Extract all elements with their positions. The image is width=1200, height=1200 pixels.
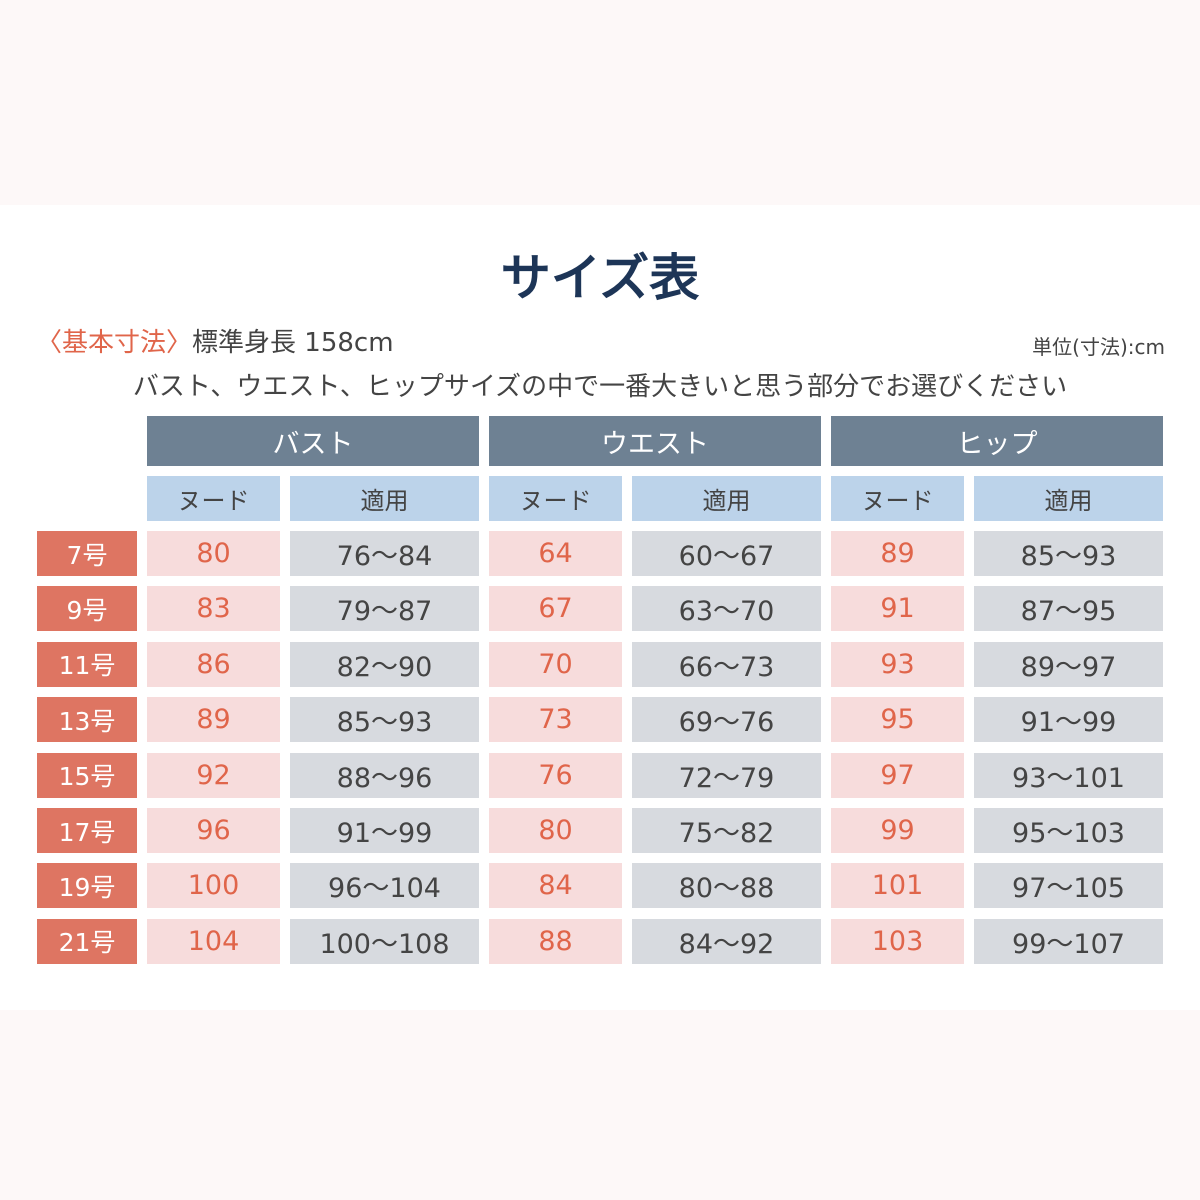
- nude-cell: 64: [489, 531, 622, 576]
- fit-cell: 91～99: [290, 808, 479, 853]
- sub-header: ヌード: [831, 476, 964, 521]
- row-header: 17号: [37, 808, 137, 853]
- row-header: 19号: [37, 863, 137, 909]
- fit-cell: 60～67: [632, 531, 821, 576]
- nude-cell: 89: [147, 697, 280, 743]
- fit-cell: 88～96: [290, 752, 479, 798]
- group-header: ヒップ: [831, 416, 1163, 466]
- basis: 〈基本寸法〉標準身長 158cm: [36, 322, 394, 359]
- basis-label: 〈基本寸法〉: [36, 328, 193, 358]
- fit-cell: 89～97: [974, 641, 1163, 687]
- fit-cell: 87～95: [974, 586, 1163, 632]
- nude-cell: 99: [831, 808, 964, 853]
- nude-cell: 91: [831, 586, 964, 632]
- nude-cell: 95: [831, 697, 964, 743]
- nude-cell: 93: [831, 641, 964, 687]
- row-header: 9号: [37, 586, 137, 632]
- fit-cell: 75～82: [632, 808, 821, 853]
- row-header: 15号: [37, 752, 137, 798]
- fit-cell: 85～93: [290, 697, 479, 743]
- nude-cell: 73: [489, 697, 622, 743]
- title: サイズ表: [500, 249, 700, 307]
- fit-cell: 99～107: [974, 918, 1163, 964]
- fit-cell: 79～87: [290, 586, 479, 632]
- nude-cell: 88: [489, 918, 622, 964]
- sub-header: 適用: [632, 476, 821, 521]
- nude-cell: 80: [489, 808, 622, 853]
- sub-header: 適用: [974, 476, 1163, 521]
- row-header: 11号: [37, 641, 137, 687]
- fit-cell: 97～105: [974, 863, 1163, 909]
- fit-cell: 69～76: [632, 697, 821, 743]
- fit-cell: 72～79: [632, 752, 821, 798]
- nude-cell: 76: [489, 752, 622, 798]
- fit-cell: 100～108: [290, 918, 479, 964]
- sub-header: 適用: [290, 476, 479, 521]
- sub-header: ヌード: [147, 476, 280, 521]
- fit-cell: 84～92: [632, 918, 821, 964]
- row-header: 13号: [37, 697, 137, 743]
- nude-cell: 84: [489, 863, 622, 909]
- nude-cell: 100: [147, 863, 280, 909]
- note: バスト、ウエスト、ヒップサイズの中で一番大きいと思う部分でお選びください: [132, 372, 1068, 402]
- group-header: ウエスト: [489, 416, 821, 466]
- fit-cell: 76～84: [290, 531, 479, 576]
- nude-cell: 96: [147, 808, 280, 853]
- nude-cell: 97: [831, 752, 964, 798]
- basis-text: 標準身長 158cm: [192, 328, 394, 358]
- fit-cell: 63～70: [632, 586, 821, 632]
- fit-cell: 96～104: [290, 863, 479, 909]
- fit-cell: 66～73: [632, 641, 821, 687]
- unit: 単位(寸法):cm: [1032, 335, 1165, 359]
- row-header: 21号: [37, 918, 137, 964]
- sub-header: ヌード: [489, 476, 622, 521]
- nude-cell: 104: [147, 918, 280, 964]
- nude-cell: 92: [147, 752, 280, 798]
- fit-cell: 82～90: [290, 641, 479, 687]
- fit-cell: 85～93: [974, 531, 1163, 576]
- fit-cell: 80～88: [632, 863, 821, 909]
- fit-cell: 93～101: [974, 752, 1163, 798]
- nude-cell: 83: [147, 586, 280, 632]
- nude-cell: 70: [489, 641, 622, 687]
- nude-cell: 89: [831, 531, 964, 576]
- group-header: バスト: [147, 416, 479, 466]
- nude-cell: 86: [147, 641, 280, 687]
- nude-cell: 103: [831, 918, 964, 964]
- nude-cell: 67: [489, 586, 622, 632]
- fit-cell: 95～103: [974, 808, 1163, 853]
- row-header: 7号: [37, 531, 137, 576]
- fit-cell: 91～99: [974, 697, 1163, 743]
- nude-cell: 101: [831, 863, 964, 909]
- nude-cell: 80: [147, 531, 280, 576]
